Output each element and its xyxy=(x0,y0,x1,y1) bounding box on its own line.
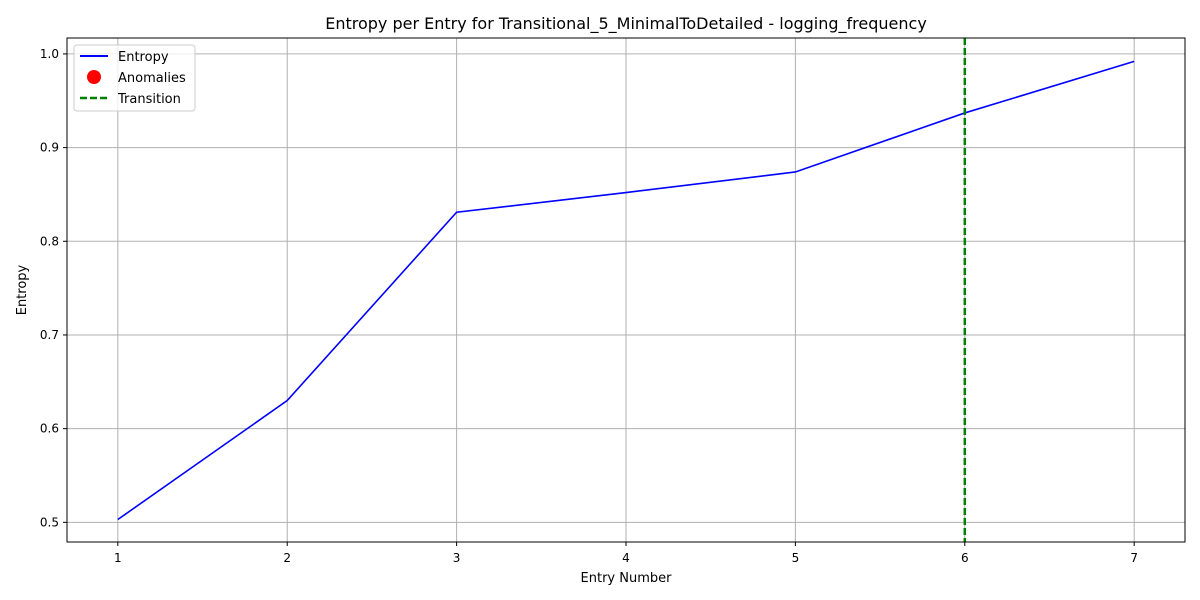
legend-anomalies-label: Anomalies xyxy=(118,71,186,86)
axis-ticks: 1 2 3 4 5 6 7 0.5 0.6 0.7 0.8 0.9 1.0 xyxy=(40,47,1138,565)
chart-title: Entropy per Entry for Transitional_5_Min… xyxy=(325,14,927,34)
y-tick-label: 0.6 xyxy=(40,422,59,436)
x-tick-label: 1 xyxy=(114,551,122,565)
legend-entropy-label: Entropy xyxy=(118,50,169,65)
y-tick-label: 0.8 xyxy=(40,234,59,248)
legend: Entropy Anomalies Transition xyxy=(73,44,196,112)
x-tick-label: 4 xyxy=(622,551,630,565)
grid-lines xyxy=(67,38,1185,542)
y-tick-label: 0.5 xyxy=(40,515,59,529)
y-axis-label: Entropy xyxy=(15,264,30,315)
legend-anomalies-swatch xyxy=(87,70,101,84)
y-tick-label: 0.7 xyxy=(40,328,59,342)
x-axis-label: Entry Number xyxy=(581,571,673,586)
y-tick-label: 1.0 xyxy=(40,47,59,61)
x-tick-label: 3 xyxy=(453,551,461,565)
legend-box xyxy=(73,44,196,112)
x-tick-label: 2 xyxy=(283,551,291,565)
legend-transition-label: Transition xyxy=(117,92,181,107)
x-tick-label: 5 xyxy=(792,551,800,565)
x-tick-label: 7 xyxy=(1130,551,1138,565)
x-tick-label: 6 xyxy=(961,551,969,565)
series-layer xyxy=(117,38,1135,542)
y-tick-label: 0.9 xyxy=(40,141,59,155)
